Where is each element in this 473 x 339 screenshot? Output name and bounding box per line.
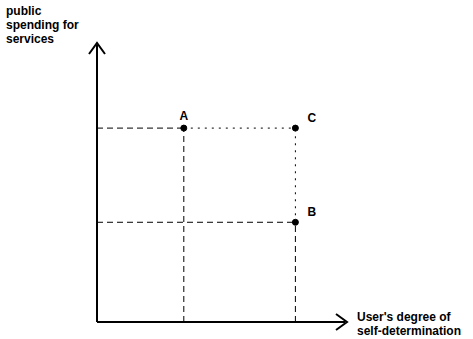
html-text:public spending for services: public spending for services <box>6 4 79 46</box>
html-text:User's degree of self-determin: User's degree of self-determination <box>357 310 461 338</box>
svg-text:C: C <box>307 111 316 125</box>
svg-text:B: B <box>307 205 316 219</box>
svg-text:A: A <box>179 109 188 123</box>
